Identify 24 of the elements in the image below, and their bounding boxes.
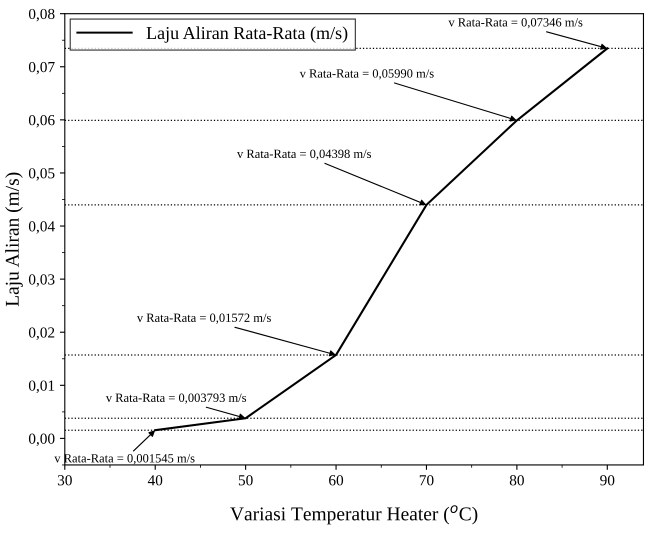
- x-axis-title: Variasi Temperatur Heater ($^{o}$C): [230, 505, 478, 524]
- y-axis-title: Laju Aliran (m/s): [5, 172, 23, 306]
- x-tick-label: 30: [58, 475, 72, 486]
- y-tick-label: 0,05: [28, 168, 54, 181]
- annotation: v Rata-Rata = 0,04398 m/s: [237, 150, 372, 160]
- annotation: v Rata-Rata = 0,01572 m/s: [136, 314, 271, 324]
- x-tick-label: 40: [148, 475, 162, 486]
- y-tick-label: 0,02: [28, 327, 54, 340]
- x-tick-label: 50: [238, 475, 253, 486]
- annotation: v Rata-Rata = 0,05990 m/s: [300, 69, 434, 80]
- annotation: v Rata-Rata = 0,003793 m/s: [106, 394, 246, 404]
- y-tick-label: 0,01: [28, 380, 54, 393]
- x-tick-label: 60: [329, 475, 344, 486]
- annotation: v Rata-Rata = 0,07346 m/s: [448, 18, 582, 28]
- x-tick-label: 70: [420, 475, 434, 486]
- y-tick-label: 0,03: [28, 274, 54, 287]
- x-tick-label: 90: [600, 475, 614, 486]
- y-tick-label: 0,04: [28, 221, 55, 234]
- y-tick-label: 0,08: [28, 8, 54, 22]
- y-tick-label: 0,06: [28, 115, 55, 128]
- y-tick-label: 0,07: [28, 62, 55, 74]
- y-tick-label: 0,00: [28, 434, 54, 446]
- x-tick-label: 80: [510, 475, 524, 486]
- legend-label: Laju Aliran Rata-Rata (m/s): [146, 26, 348, 43]
